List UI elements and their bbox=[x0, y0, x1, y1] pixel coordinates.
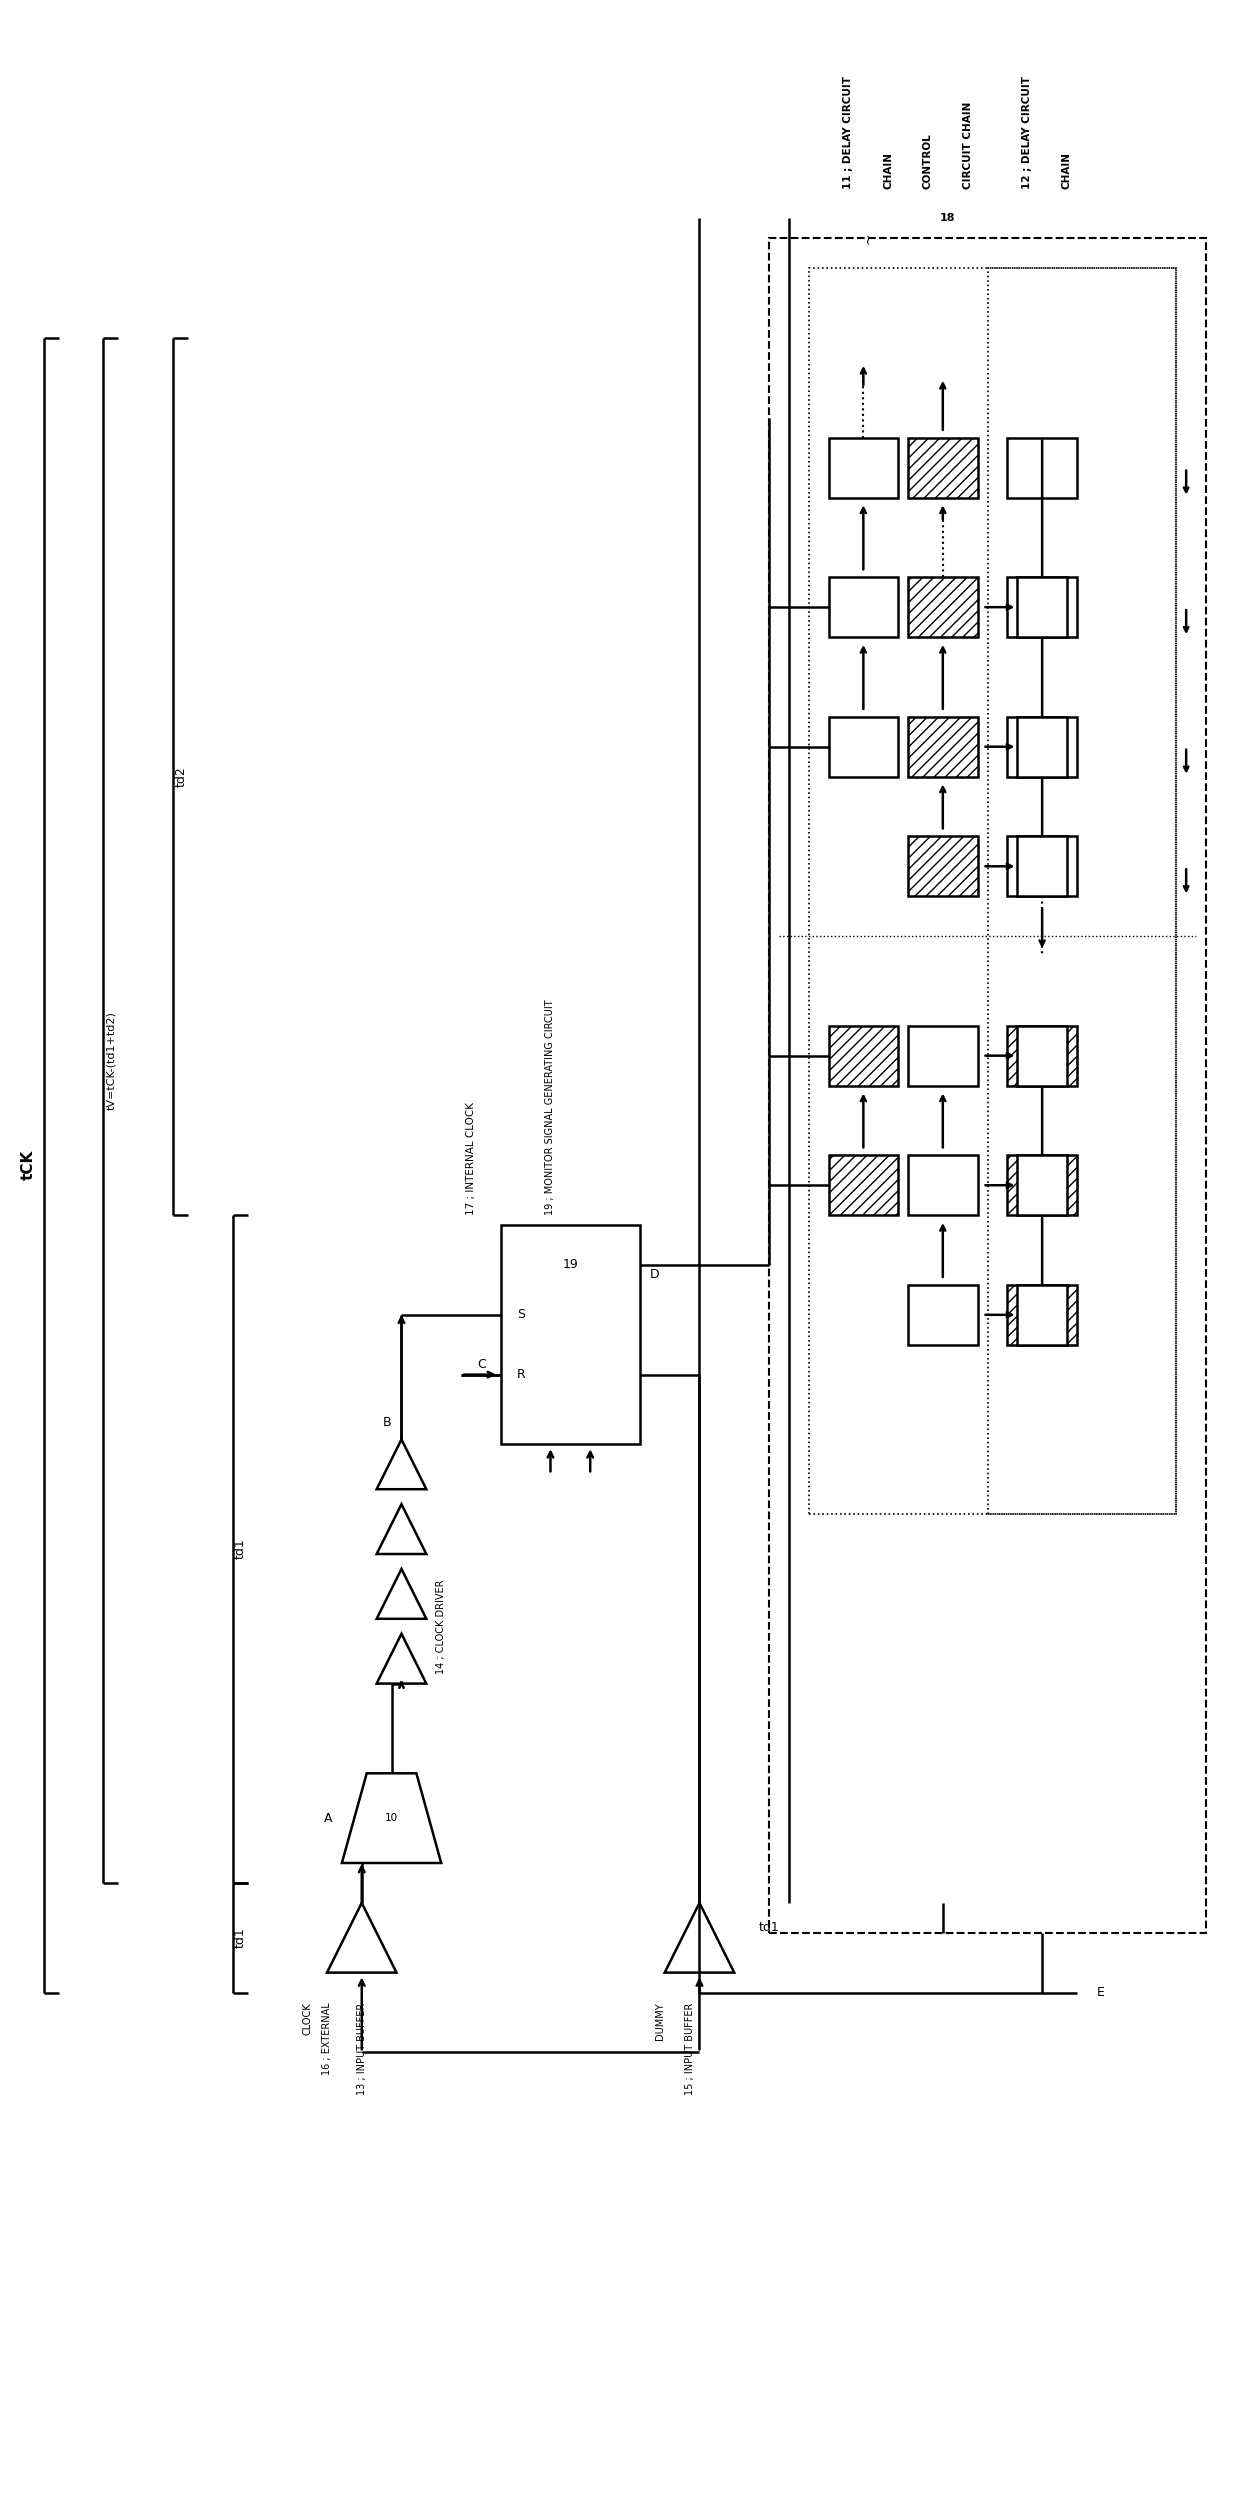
Text: CLOCK: CLOCK bbox=[303, 2002, 312, 2035]
Bar bbox=[1017, 1285, 1066, 1346]
Text: 19 ; MONITOR SIGNAL GENERATING CIRCUIT: 19 ; MONITOR SIGNAL GENERATING CIRCUIT bbox=[546, 998, 556, 1215]
Text: B: B bbox=[383, 1416, 392, 1429]
Text: 17 ; INTERNAL CLOCK: 17 ; INTERNAL CLOCK bbox=[466, 1102, 476, 1215]
Text: ~: ~ bbox=[862, 231, 875, 244]
Bar bbox=[1007, 837, 1076, 895]
Bar bbox=[908, 1154, 977, 1215]
Bar bbox=[828, 1026, 898, 1086]
Bar bbox=[828, 438, 898, 498]
Bar bbox=[1007, 438, 1076, 498]
Bar bbox=[1017, 1154, 1066, 1215]
Text: td1: td1 bbox=[759, 1921, 780, 1934]
Bar bbox=[1007, 717, 1076, 777]
Bar bbox=[1017, 837, 1066, 895]
Text: CHAIN: CHAIN bbox=[1061, 151, 1071, 189]
Text: td2: td2 bbox=[175, 767, 187, 787]
Text: 19: 19 bbox=[563, 1258, 578, 1273]
Text: DUMMY: DUMMY bbox=[655, 2002, 665, 2040]
Text: E: E bbox=[1096, 1987, 1105, 1999]
Bar bbox=[987, 269, 1177, 1514]
Text: td1: td1 bbox=[234, 1926, 247, 1949]
Bar bbox=[1007, 1154, 1076, 1215]
Bar bbox=[501, 1225, 640, 1444]
Text: CONTROL: CONTROL bbox=[923, 133, 932, 189]
Text: C: C bbox=[477, 1358, 486, 1371]
Bar bbox=[1007, 578, 1076, 636]
Text: 15 ; INPUT BUFFER: 15 ; INPUT BUFFER bbox=[684, 2002, 694, 2095]
Text: CIRCUIT CHAIN: CIRCUIT CHAIN bbox=[962, 101, 972, 189]
Text: tCK: tCK bbox=[21, 1149, 36, 1180]
Text: 12 ; DELAY CIRCUIT: 12 ; DELAY CIRCUIT bbox=[1022, 75, 1032, 189]
Bar bbox=[828, 578, 898, 636]
Text: tV=tCK-(td1+td2): tV=tCK-(td1+td2) bbox=[107, 1011, 117, 1109]
Text: D: D bbox=[650, 1268, 660, 1283]
Bar bbox=[1017, 578, 1066, 636]
Text: 18: 18 bbox=[940, 214, 956, 224]
Bar bbox=[908, 438, 977, 498]
Bar bbox=[1007, 1285, 1076, 1346]
Bar bbox=[1017, 717, 1066, 777]
Text: 14 ; CLOCK DRIVER: 14 ; CLOCK DRIVER bbox=[436, 1579, 446, 1672]
Text: R: R bbox=[516, 1368, 525, 1381]
Bar bbox=[908, 837, 977, 895]
Bar bbox=[1017, 1026, 1066, 1086]
Text: S: S bbox=[517, 1308, 525, 1320]
Text: 10: 10 bbox=[384, 1813, 398, 1823]
Bar bbox=[1007, 1026, 1076, 1086]
Bar bbox=[828, 1154, 898, 1215]
Text: 13 ; INPUT BUFFER: 13 ; INPUT BUFFER bbox=[357, 2002, 367, 2095]
Text: A: A bbox=[324, 1811, 332, 1826]
Bar bbox=[908, 1026, 977, 1086]
Bar bbox=[828, 717, 898, 777]
Bar bbox=[769, 239, 1207, 1932]
Bar bbox=[908, 578, 977, 636]
Text: CHAIN: CHAIN bbox=[883, 151, 893, 189]
Text: 16 ; EXTERNAL: 16 ; EXTERNAL bbox=[322, 2002, 332, 2075]
Bar bbox=[908, 1285, 977, 1346]
Text: 11 ; DELAY CIRCUIT: 11 ; DELAY CIRCUIT bbox=[843, 75, 853, 189]
Bar bbox=[908, 717, 977, 777]
Text: td1: td1 bbox=[234, 1539, 247, 1559]
Bar bbox=[808, 269, 1177, 1514]
